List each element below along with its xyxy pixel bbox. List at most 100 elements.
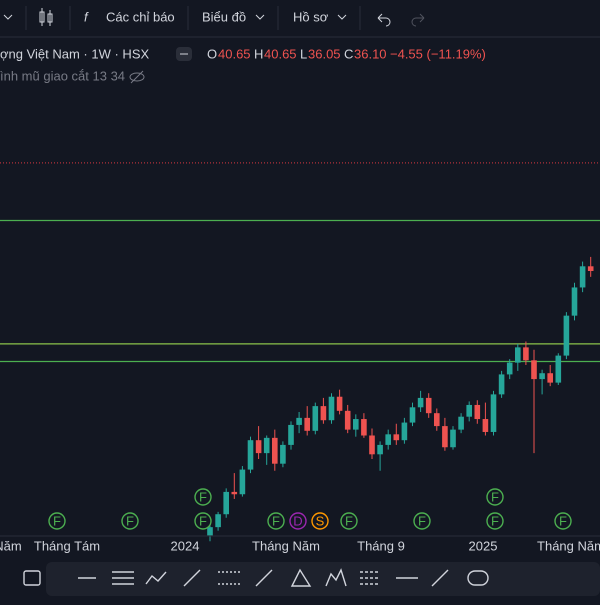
event-marker[interactable] (194, 488, 212, 506)
candle-body (336, 396, 343, 411)
candle-body (361, 419, 367, 436)
candle-type-button[interactable] (39, 8, 53, 26)
profile-button[interactable]: Hồ sơ (293, 9, 329, 24)
plot: Năm Tháng Tám 2024 Tháng Năm Tháng 9 2025 Thán… (0, 162, 600, 553)
candle-body (506, 362, 513, 375)
candle-body (353, 419, 359, 430)
candle-body (409, 407, 416, 423)
event-label: F (491, 489, 499, 504)
event-marker[interactable] (267, 512, 285, 530)
candle-body (288, 424, 294, 445)
drawing-tools[interactable] (23, 568, 489, 587)
event-marker[interactable] (121, 512, 139, 530)
high: 40.65 (264, 46, 297, 61)
x-axis-label: Tháng Tám (34, 538, 100, 553)
event-marker[interactable] (486, 512, 504, 530)
candle-body (385, 434, 391, 445)
x-axis-label: 2025 (469, 538, 498, 553)
candle-body (425, 397, 432, 414)
candle-body (587, 266, 594, 271)
symbol: ợng Việt Nam · 1W · HSX (0, 46, 149, 61)
event-marker[interactable] (48, 512, 66, 530)
low: 36.05 (308, 46, 341, 61)
candle-body (515, 347, 521, 363)
x-axis-label: 2024 (171, 538, 200, 553)
candle-body (272, 437, 278, 464)
candle-body (466, 404, 472, 417)
c-label: C (344, 46, 353, 61)
event-marker[interactable] (486, 488, 504, 506)
o-label: O (207, 46, 217, 61)
candle-body (531, 360, 537, 380)
candle-body (312, 406, 319, 431)
redo-button[interactable] (411, 13, 425, 27)
candle-body (482, 419, 489, 432)
candle-body (320, 406, 327, 421)
candle-body (231, 491, 238, 495)
candle-body (555, 355, 562, 383)
dropdown-icon (337, 14, 347, 20)
event-label: F (126, 513, 134, 528)
indicators-button[interactable]: Các chỉ báo (106, 9, 175, 24)
candle-body (498, 374, 505, 395)
candle-body (579, 266, 586, 288)
event-marker[interactable] (194, 512, 212, 530)
change: −4.55 (−11.19%) (390, 46, 486, 61)
candle-body (207, 527, 213, 536)
event-label: F (559, 513, 567, 528)
event-label: F (418, 513, 426, 528)
candle-body (442, 426, 448, 448)
candle-body (450, 429, 456, 448)
candle-body (458, 416, 464, 430)
event-marker[interactable] (289, 512, 307, 530)
candle-body (377, 444, 383, 455)
fx-icon[interactable]: f (84, 9, 89, 24)
candle-body (296, 417, 302, 425)
study-label: ình mũ giao cắt 13 34 (0, 68, 125, 83)
candle-body (434, 413, 440, 427)
h-label: H (254, 46, 263, 61)
x-axis-label: Tháng Năm (537, 538, 600, 553)
candle-body (263, 437, 270, 454)
top-toolbar (0, 0, 600, 36)
undo-button[interactable] (377, 13, 391, 27)
event-label: F (199, 513, 207, 528)
event-marker[interactable] (340, 512, 358, 530)
candle-body (539, 373, 545, 380)
event-label: D (293, 513, 302, 528)
candle-body (547, 373, 553, 383)
event-label: F (491, 513, 499, 528)
candle-body (247, 440, 254, 470)
event-label: F (53, 513, 61, 528)
candle-body (304, 417, 310, 431)
ohlc: O 40.65 H 40.65 L 36.05 C 36.10 −4.55 (−… (207, 46, 486, 61)
event-label: F (345, 513, 353, 528)
candle-body (239, 469, 246, 495)
event-marker[interactable] (311, 512, 329, 530)
candle-body (523, 347, 529, 361)
candle-body (401, 422, 408, 441)
candle-body (571, 287, 578, 316)
event-marker[interactable] (413, 512, 431, 530)
candle-body (344, 410, 351, 430)
chart-button[interactable]: Biểu đồ (202, 9, 246, 24)
event-label: F (272, 513, 280, 528)
candle-body (328, 396, 335, 421)
hide-icon[interactable] (129, 70, 145, 84)
x-axis-label: Tháng Năm (252, 538, 320, 553)
l-label: L (300, 46, 307, 61)
candle-body (280, 444, 286, 464)
candle-body (417, 397, 424, 408)
candle-body (369, 435, 375, 455)
event-marker[interactable] (554, 512, 572, 530)
candle-body (223, 491, 229, 515)
candle-body (215, 514, 221, 528)
candle-body (490, 394, 497, 432)
candle-body (563, 315, 570, 356)
candle-body (255, 440, 262, 454)
open: 40.65 (218, 46, 251, 61)
dropdown-icon[interactable] (3, 14, 13, 20)
close: 36.10 (354, 46, 387, 61)
